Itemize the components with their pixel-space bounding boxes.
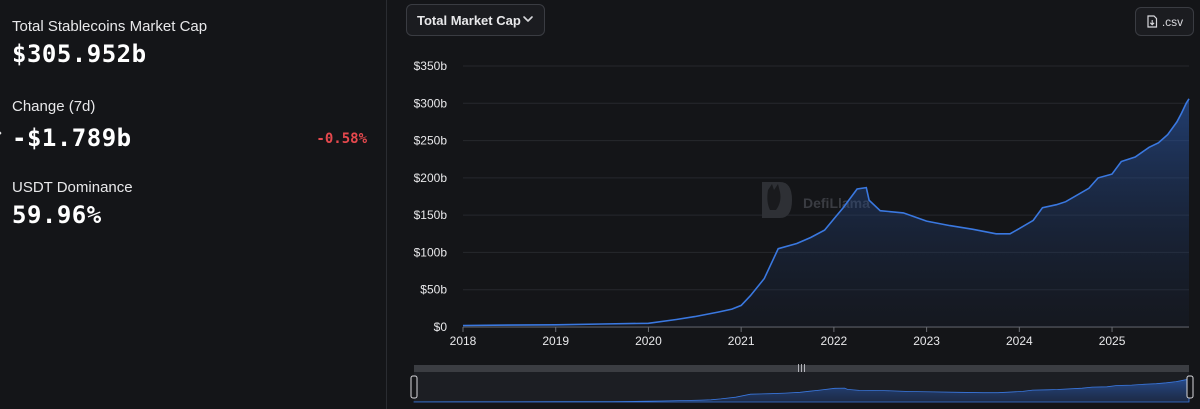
x-tick-label: 2022 [821, 334, 848, 348]
csv-label: .csv [1161, 14, 1184, 29]
panel-divider [386, 0, 387, 409]
metric-dropdown-label: Total Market Cap [417, 12, 521, 28]
x-tick-label: 2023 [913, 334, 940, 348]
x-tick-label: 2018 [450, 334, 477, 348]
metric-dropdown[interactable]: Total Market Cap [406, 4, 545, 36]
market-cap-area [463, 98, 1189, 327]
expand-chevron-icon[interactable]: › [0, 124, 2, 141]
x-tick-label: 2024 [1006, 334, 1033, 348]
range-brush[interactable]: ||| [410, 364, 1194, 403]
dominance-value: 59.96% [12, 201, 102, 229]
market-cap-line [462, 98, 1190, 327]
brush-right-handle[interactable] [1186, 375, 1194, 399]
x-axis: 2018 2019 2020 2021 2022 2023 2024 2025 [450, 326, 1189, 348]
file-download-icon [1147, 15, 1157, 28]
change-percent: -0.58% [316, 131, 367, 147]
market-cap-value: $305.952b [12, 40, 147, 68]
y-tick-label: $100b [414, 245, 448, 259]
dominance-label: USDT Dominance [12, 179, 133, 196]
market-cap-label: Total Stablecoins Market Cap [12, 18, 208, 35]
y-axis: $0 $50b $100b $150b $200b $250b $300b $350b [414, 59, 448, 334]
x-tick-label: 2019 [542, 334, 569, 348]
chart-panel: Total Market Cap .csv $0 $50b $100b $150b $2… [387, 0, 1200, 409]
market-cap-chart: $0 $50b $100b $150b $200b $250b $300b $350b 201… [410, 59, 1194, 403]
csv-download-button[interactable]: .csv [1135, 7, 1194, 36]
stats-panel: Total Stablecoins Market Cap $305.952b ›… [0, 0, 386, 409]
brush-grip-icon[interactable]: ||| [797, 364, 806, 374]
brush-preview-area [413, 378, 1190, 403]
chevron-down-icon [523, 16, 533, 22]
x-tick-label: 2020 [635, 334, 662, 348]
y-tick-label: $250b [414, 134, 448, 148]
llama-logo-icon [762, 182, 792, 218]
change-value: -$1.789b [12, 124, 132, 152]
y-tick-label: $300b [414, 96, 448, 110]
change-label: Change (7d) [12, 98, 96, 115]
x-tick-label: 2025 [1099, 334, 1126, 348]
y-tick-label: $50b [420, 283, 447, 297]
y-tick-label: $350b [414, 59, 448, 73]
brush-left-handle[interactable] [410, 375, 418, 399]
brush-top-bar[interactable] [414, 365, 1189, 372]
x-tick-label: 2021 [728, 334, 755, 348]
y-tick-label: $0 [434, 320, 448, 334]
y-tick-label: $150b [414, 208, 448, 222]
y-tick-label: $200b [414, 171, 448, 185]
